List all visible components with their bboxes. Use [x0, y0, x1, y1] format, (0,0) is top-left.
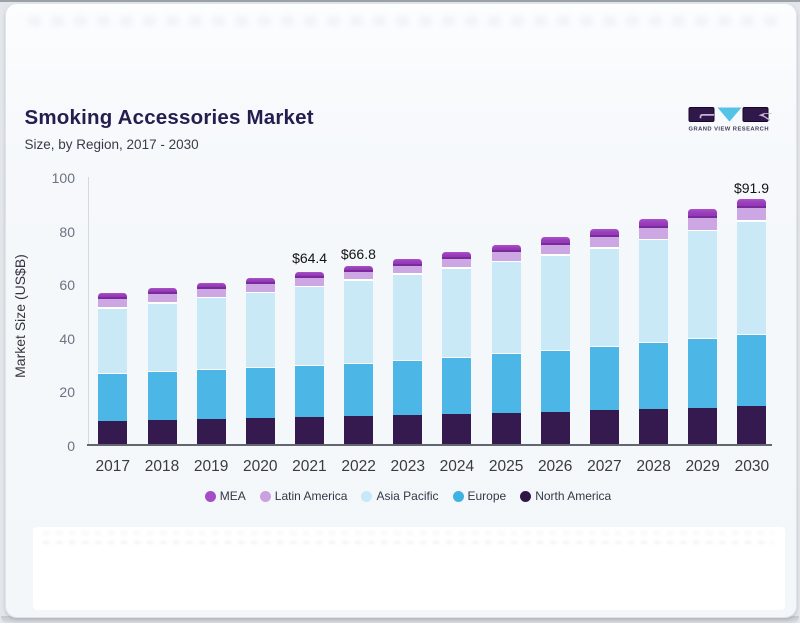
svg-text:GRAND VIEW RESEARCH: GRAND VIEW RESEARCH	[689, 126, 770, 132]
